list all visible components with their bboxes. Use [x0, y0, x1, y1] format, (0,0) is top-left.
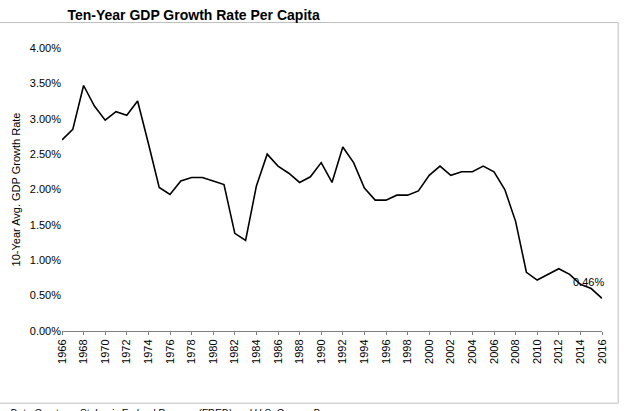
svg-text:2.50%: 2.50% — [30, 148, 61, 160]
svg-text:2002: 2002 — [444, 339, 456, 363]
svg-text:1998: 1998 — [401, 339, 413, 363]
svg-text:1988: 1988 — [293, 339, 305, 363]
svg-text:1996: 1996 — [380, 339, 392, 363]
svg-text:0.00%: 0.00% — [30, 325, 61, 337]
svg-text:1.50%: 1.50% — [30, 219, 61, 231]
svg-text:2010: 2010 — [531, 339, 543, 363]
svg-text:1.00%: 1.00% — [30, 254, 61, 266]
svg-text:1990: 1990 — [315, 339, 327, 363]
svg-text:2.00%: 2.00% — [30, 183, 61, 195]
svg-text:1972: 1972 — [120, 339, 132, 363]
svg-text:0.46%: 0.46% — [573, 276, 604, 288]
svg-text:1982: 1982 — [228, 339, 240, 363]
svg-text:0.50%: 0.50% — [30, 289, 61, 301]
svg-text:2000: 2000 — [423, 339, 435, 363]
svg-text:10-Year Avg. GDP Growth Rate: 10-Year Avg. GDP Growth Rate — [10, 113, 22, 267]
svg-text:2016: 2016 — [596, 339, 608, 363]
svg-text:2012: 2012 — [552, 339, 564, 363]
svg-text:Data Courtesy: St. Louis Feder: Data Courtesy: St. Louis Federal Reserve… — [10, 408, 346, 411]
svg-text:1976: 1976 — [164, 339, 176, 363]
svg-text:1974: 1974 — [142, 339, 154, 363]
svg-text:3.00%: 3.00% — [30, 113, 61, 125]
svg-text:1968: 1968 — [77, 339, 89, 363]
svg-text:1970: 1970 — [99, 339, 111, 363]
svg-text:2014: 2014 — [574, 339, 586, 363]
svg-text:1986: 1986 — [272, 339, 284, 363]
svg-text:1966: 1966 — [56, 339, 68, 363]
svg-text:Ten-Year GDP Growth Rate Per C: Ten-Year GDP Growth Rate Per Capita — [67, 7, 320, 23]
svg-text:1984: 1984 — [250, 339, 262, 363]
svg-text:2008: 2008 — [509, 339, 521, 363]
svg-text:4.00%: 4.00% — [30, 42, 61, 54]
svg-text:1980: 1980 — [207, 339, 219, 363]
svg-text:1992: 1992 — [336, 339, 348, 363]
svg-text:3.50%: 3.50% — [30, 77, 61, 89]
svg-text:1994: 1994 — [358, 339, 370, 363]
svg-text:1978: 1978 — [185, 339, 197, 363]
svg-text:2006: 2006 — [488, 339, 500, 363]
svg-text:2004: 2004 — [466, 339, 478, 363]
